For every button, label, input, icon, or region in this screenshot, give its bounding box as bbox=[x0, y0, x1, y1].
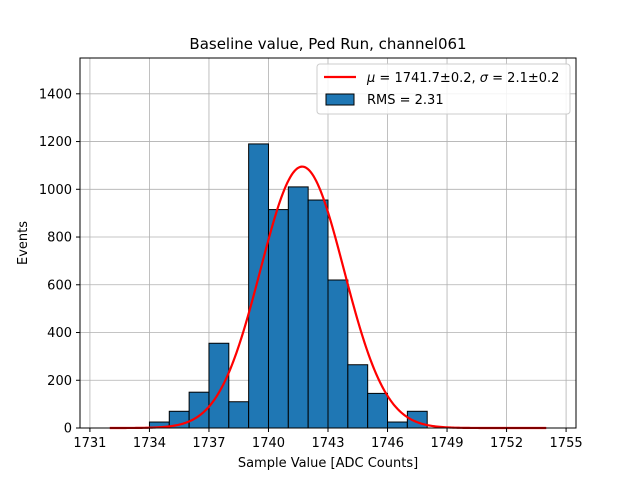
legend-mu-value: = 1741.7±0.2, bbox=[375, 71, 479, 86]
chart-title: Baseline value, Ped Run, channel061 bbox=[189, 35, 466, 53]
y-tick-label: 1200 bbox=[39, 135, 72, 150]
x-tick-label: 1746 bbox=[371, 436, 404, 451]
x-tick-label: 1737 bbox=[192, 436, 225, 451]
y-tick-label: 800 bbox=[47, 231, 72, 246]
histogram-bar bbox=[347, 364, 369, 429]
y-tick-label: 1000 bbox=[39, 183, 72, 198]
histogram-bar bbox=[367, 392, 389, 429]
legend-sigma-value: = 2.1±0.2 bbox=[488, 71, 559, 86]
x-tick-label: 1731 bbox=[73, 436, 106, 451]
histogram-bar bbox=[228, 401, 250, 429]
histogram-bar bbox=[267, 209, 289, 429]
x-tick-label: 1743 bbox=[311, 436, 344, 451]
histogram-bar bbox=[387, 421, 408, 429]
legend: μ = 1741.7±0.2, σ = 2.1±0.2 RMS = 2.31 bbox=[316, 63, 571, 115]
x-tick-label: 1755 bbox=[550, 436, 583, 451]
y-tick-label: 1400 bbox=[39, 87, 72, 102]
legend-mu-symbol: μ bbox=[366, 71, 375, 86]
legend-hist-swatch bbox=[325, 93, 355, 106]
y-tick-label: 400 bbox=[47, 326, 72, 341]
x-axis-label: Sample Value [ADC Counts] bbox=[238, 456, 418, 471]
y-axis-ticks: 0 200 400 600 800 1000 1200 1400 bbox=[39, 87, 80, 437]
legend-sigma-symbol: σ bbox=[480, 71, 489, 86]
y-tick-label: 0 bbox=[64, 422, 72, 437]
x-tick-label: 1749 bbox=[430, 436, 463, 451]
y-axis-label: Events bbox=[16, 221, 31, 265]
x-tick-label: 1752 bbox=[490, 436, 523, 451]
histogram-bar bbox=[248, 143, 269, 429]
legend-box bbox=[316, 63, 571, 115]
x-tick-label: 1740 bbox=[252, 436, 285, 451]
histogram-bar bbox=[287, 186, 309, 429]
legend-fit-label: μ = 1741.7±0.2, σ = 2.1±0.2 bbox=[366, 71, 559, 86]
x-tick-label: 1734 bbox=[133, 436, 166, 451]
histogram-bar bbox=[208, 342, 230, 429]
histogram-bar bbox=[327, 279, 349, 429]
y-tick-label: 200 bbox=[47, 374, 72, 389]
legend-hist-label: RMS = 2.31 bbox=[367, 93, 444, 108]
histogram-bar bbox=[307, 199, 329, 429]
x-axis-ticks: 1731 1734 1737 1740 1743 1746 1749 1752 1755 bbox=[73, 428, 583, 451]
y-tick-label: 600 bbox=[47, 278, 72, 293]
